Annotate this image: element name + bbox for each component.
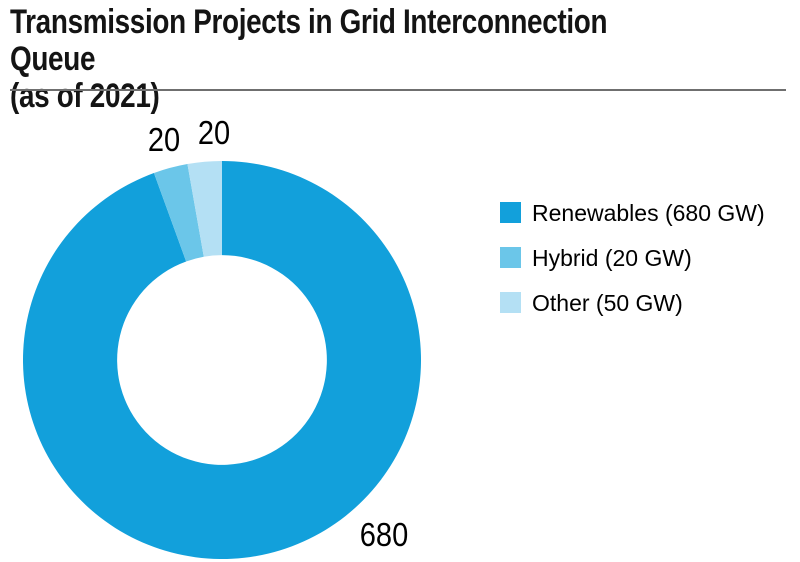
legend-swatch-renewables — [500, 202, 521, 223]
legend-label-other: Other (50 GW) — [532, 289, 683, 316]
chart-legend: Renewables (680 GW) Hybrid (20 GW) Other… — [500, 199, 765, 337]
legend-item-renewables: Renewables (680 GW) — [500, 199, 765, 226]
donut-slice-hybrid — [153, 164, 204, 262]
donut-slice-renewables — [23, 161, 421, 559]
legend-label-hybrid: Hybrid (20 GW) — [532, 244, 692, 271]
donut-slice-other — [187, 161, 222, 257]
title-divider — [10, 89, 786, 91]
donut-chart — [23, 161, 421, 559]
slice-value-label-renewables: 680 — [359, 516, 409, 553]
legend-swatch-other — [500, 292, 521, 313]
donut-svg — [23, 161, 421, 559]
slice-value-label-other: 20 — [197, 114, 231, 151]
slice-value-label-hybrid: 20 — [147, 121, 181, 158]
legend-item-other: Other (50 GW) — [500, 289, 765, 316]
legend-label-renewables: Renewables (680 GW) — [532, 199, 765, 226]
legend-item-hybrid: Hybrid (20 GW) — [500, 244, 765, 271]
chart-title: Transmission Projects in Grid Interconne… — [10, 3, 608, 115]
legend-swatch-hybrid — [500, 247, 521, 268]
